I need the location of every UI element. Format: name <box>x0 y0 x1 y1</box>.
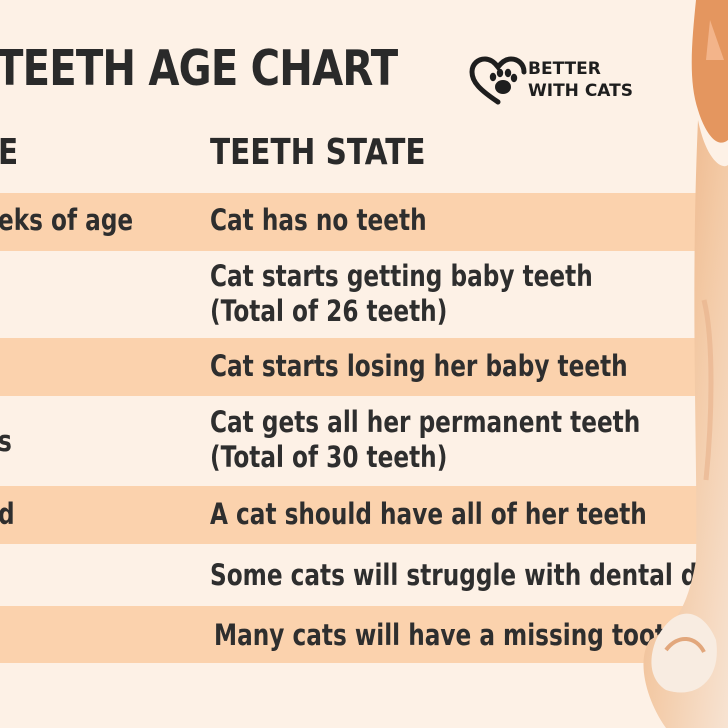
heart-paw-icon <box>469 56 527 105</box>
teeth-cell-line-2: (Total of 26 teeth) <box>210 294 448 328</box>
table-row: eks of age Cat has no teeth <box>0 193 728 251</box>
table-row: d A cat should have all of her teeth <box>0 486 728 544</box>
table-row: s Cat gets all her permanent teeth (Tota… <box>0 396 728 486</box>
teeth-cell-line-2: (Total of 30 teeth) <box>210 440 448 474</box>
better-with-cats-logo: BETTER WITH CATS <box>468 54 638 108</box>
teeth-cell-line-1: Cat gets all her permanent teeth <box>210 405 641 439</box>
age-cell: s <box>0 424 12 459</box>
teeth-cell: Many cats will have a missing tooth <box>214 618 683 652</box>
column-header-age: E <box>0 132 19 173</box>
column-header-teeth-state: TEETH STATE <box>210 132 426 173</box>
teeth-cell: Cat has no teeth <box>210 203 427 237</box>
teeth-cell: A cat should have all of her teeth <box>210 497 647 531</box>
age-cell: d <box>0 497 15 532</box>
table-row: Many cats will have a missing tooth <box>0 606 728 663</box>
teeth-cell-line-1: Cat starts getting baby teeth <box>210 259 593 293</box>
teeth-cell: Some cats will struggle with dental dise… <box>210 558 728 592</box>
logo-line-2: WITH CATS <box>528 81 633 101</box>
page-title: TEETH AGE CHART <box>0 40 398 97</box>
table-row: Cat starts losing her baby teeth <box>0 338 728 396</box>
table-row: Some cats will struggle with dental dise… <box>0 544 728 606</box>
logo-line-1: BETTER <box>528 59 601 79</box>
age-cell: eks of age <box>0 203 134 237</box>
kitten-photo <box>643 0 728 728</box>
table-row: Cat starts getting baby teeth (Total of … <box>0 251 728 338</box>
teeth-cell: Cat starts losing her baby teeth <box>210 349 628 383</box>
logo-text: BETTER WITH CATS <box>528 58 633 102</box>
